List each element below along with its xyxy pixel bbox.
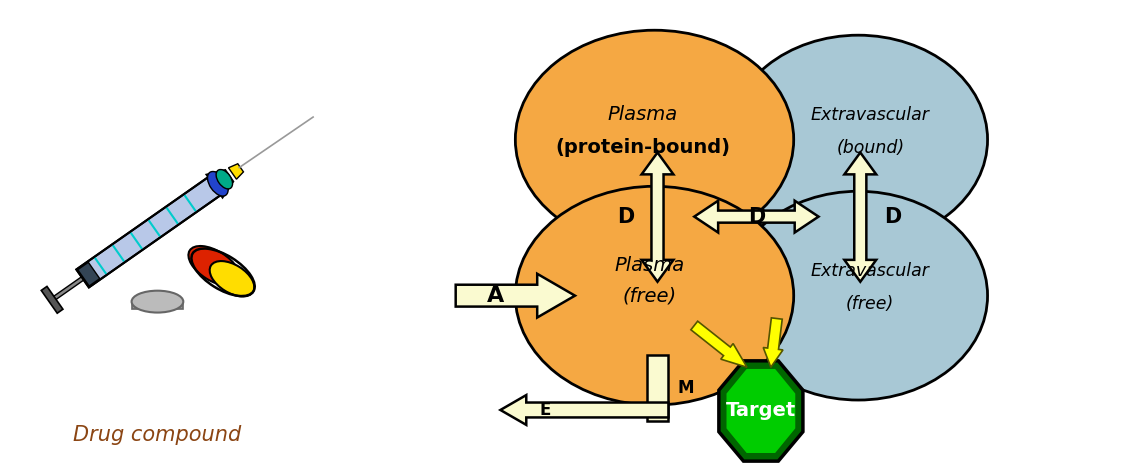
Polygon shape [49, 277, 84, 303]
Ellipse shape [729, 191, 987, 400]
Ellipse shape [216, 170, 232, 189]
Polygon shape [206, 170, 234, 198]
Text: D: D [884, 207, 902, 227]
Polygon shape [719, 361, 803, 461]
Text: Extravascular: Extravascular [811, 106, 930, 124]
Text: Drug compound: Drug compound [73, 425, 242, 445]
Polygon shape [726, 369, 796, 453]
Ellipse shape [729, 35, 987, 244]
Polygon shape [500, 395, 669, 425]
Text: (free): (free) [623, 286, 677, 305]
Text: M: M [677, 379, 694, 397]
Text: E: E [539, 401, 551, 419]
Text: D: D [748, 207, 765, 227]
Text: A: A [487, 286, 504, 306]
Ellipse shape [189, 246, 239, 286]
Polygon shape [764, 318, 783, 367]
Ellipse shape [132, 291, 183, 312]
FancyBboxPatch shape [647, 356, 669, 421]
Polygon shape [690, 321, 747, 367]
Ellipse shape [515, 30, 793, 249]
Polygon shape [229, 164, 244, 179]
Text: Extravascular: Extravascular [811, 262, 930, 280]
Ellipse shape [515, 186, 793, 405]
Text: D: D [617, 207, 634, 227]
Ellipse shape [210, 261, 254, 296]
Polygon shape [77, 174, 224, 287]
Polygon shape [78, 262, 100, 286]
Polygon shape [694, 201, 819, 233]
Text: Target: Target [726, 401, 796, 420]
Polygon shape [456, 274, 575, 318]
Ellipse shape [207, 172, 228, 196]
Polygon shape [844, 153, 876, 282]
Text: (bound): (bound) [836, 138, 905, 156]
Text: (free): (free) [846, 295, 894, 313]
Polygon shape [41, 286, 63, 313]
Text: Plasma: Plasma [608, 105, 678, 124]
Text: (protein-bound): (protein-bound) [555, 138, 731, 157]
Text: Plasma: Plasma [615, 256, 685, 275]
Polygon shape [132, 301, 183, 309]
Polygon shape [641, 153, 673, 282]
